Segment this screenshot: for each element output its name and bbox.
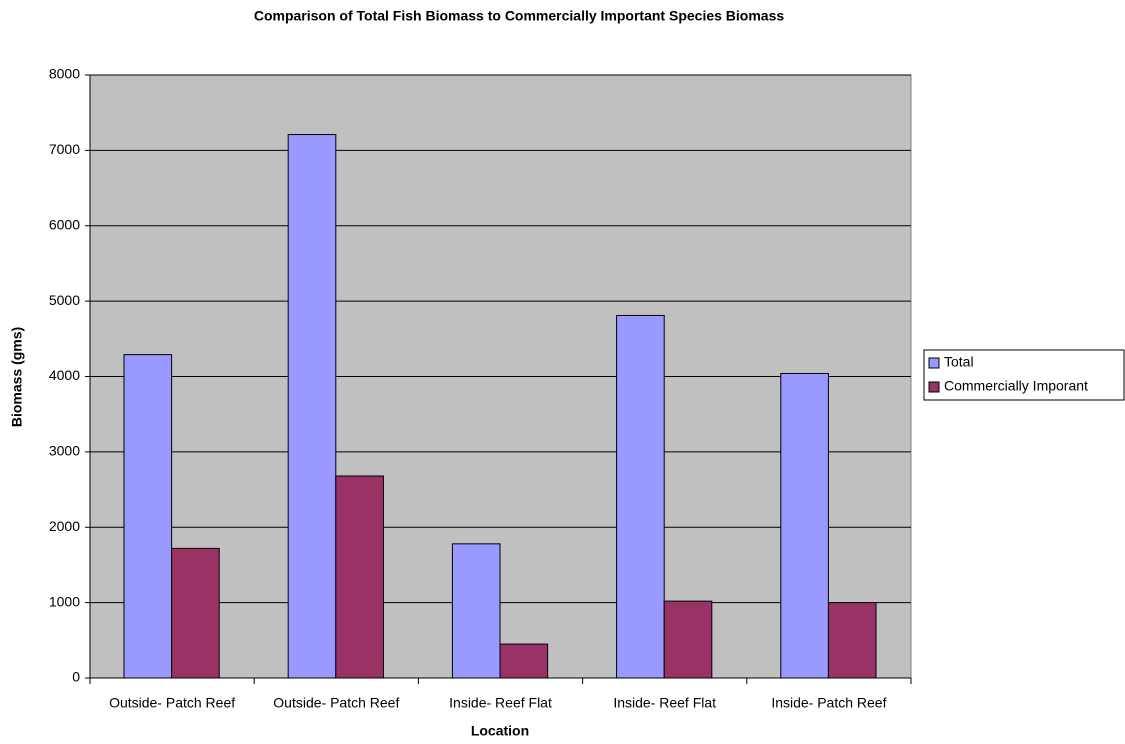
legend-box [923, 349, 1125, 401]
y-tick-label: 8000 [49, 66, 80, 82]
bar [287, 134, 337, 679]
chart-title: Comparison of Total Fish Biomass to Comm… [254, 8, 785, 24]
x-tick-label: Inside- Reef Flat [613, 695, 716, 711]
bar [780, 372, 829, 679]
y-tick-label: 3000 [49, 443, 80, 459]
bar [827, 602, 877, 679]
x-tick-label: Inside- Reef Flat [449, 695, 552, 711]
bar [123, 354, 173, 679]
y-tick-label: 5000 [49, 292, 80, 308]
y-tick-label: 7000 [49, 141, 80, 157]
bar [663, 600, 713, 679]
x-axis-label: Location [471, 723, 529, 739]
legend-label: Commercially Imporant [944, 378, 1088, 394]
bar [335, 475, 384, 679]
bar [616, 314, 665, 679]
x-tick-label: Outside- Patch Reef [109, 695, 235, 711]
bar [451, 543, 501, 679]
y-tick-label: 2000 [49, 518, 80, 534]
bar [171, 547, 220, 679]
legend-swatch [928, 381, 940, 393]
legend-swatch [928, 357, 940, 369]
legend-label: Total [944, 354, 974, 370]
y-tick-label: 0 [72, 669, 80, 685]
x-tick-label: Inside- Patch Reef [771, 695, 886, 711]
y-tick-label: 1000 [49, 593, 80, 609]
y-tick-label: 6000 [49, 216, 80, 232]
bar [499, 643, 549, 679]
y-axis-label: Biomass (gms) [9, 327, 25, 427]
x-tick-label: Outside- Patch Reef [273, 695, 399, 711]
y-tick-label: 4000 [49, 367, 80, 383]
